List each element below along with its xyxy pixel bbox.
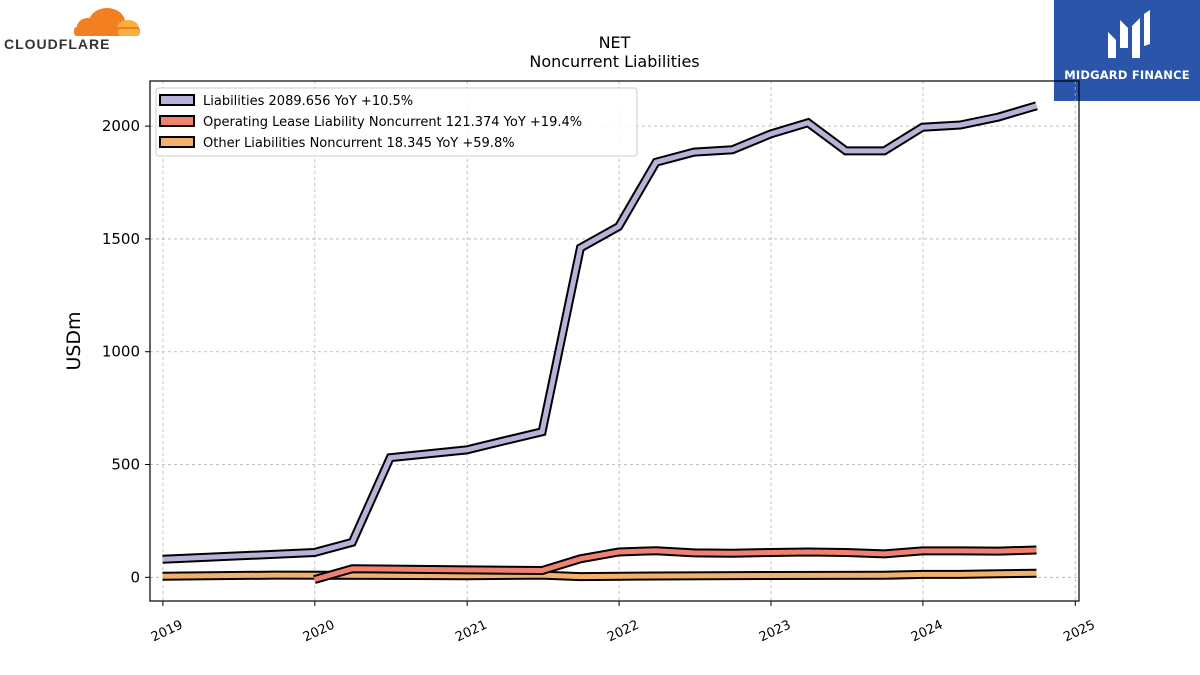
grid bbox=[150, 81, 1079, 601]
y-axis: 0 500 1000 1500 2000 bbox=[102, 117, 150, 586]
y-tick-label: 0 bbox=[130, 568, 140, 586]
legend-label: Operating Lease Liability Noncurrent 121… bbox=[203, 115, 582, 130]
y-tick-label: 500 bbox=[111, 456, 140, 474]
cloudflare-logo: CLOUDFLARE bbox=[4, 8, 140, 52]
chart-subtitle: Noncurrent Liabilities bbox=[529, 52, 699, 71]
y-axis-label: USDm bbox=[63, 311, 85, 370]
legend-swatch bbox=[159, 115, 195, 127]
x-tick-label: 2019 bbox=[149, 618, 185, 646]
legend-box bbox=[155, 87, 638, 157]
series-0 bbox=[162, 101, 1038, 564]
x-tick-label: 2025 bbox=[1061, 618, 1097, 646]
series-2 bbox=[162, 568, 1037, 582]
x-tick-label: 2024 bbox=[909, 618, 945, 646]
y-tick-label: 1000 bbox=[102, 343, 140, 361]
series-line bbox=[162, 570, 1037, 580]
series-line bbox=[313, 547, 1037, 583]
x-tick-label: 2021 bbox=[453, 618, 489, 646]
cloud-icon bbox=[74, 8, 140, 36]
x-tick-label: 2023 bbox=[757, 618, 793, 646]
series-line bbox=[162, 103, 1038, 562]
brand-name: CLOUDFLARE bbox=[4, 36, 110, 52]
plot-frame bbox=[149, 80, 1080, 602]
y-tick-label: 2000 bbox=[102, 117, 140, 135]
series-outline bbox=[162, 101, 1038, 564]
legend-label: Liabilities 2089.656 YoY +10.5% bbox=[203, 94, 413, 109]
y-tick-label: 1500 bbox=[102, 230, 140, 248]
legend-swatch bbox=[159, 94, 195, 106]
legend-label: Other Liabilities Noncurrent 18.345 YoY … bbox=[203, 136, 515, 151]
chart-title: NET bbox=[599, 33, 631, 52]
x-tick-label: 2020 bbox=[301, 618, 337, 646]
midgard-finance-logo: MIDGARD FINANCE bbox=[1054, 0, 1200, 101]
x-axis: 2019 2020 2021 2022 2023 2024 2025 bbox=[149, 601, 1098, 645]
legend-swatch bbox=[159, 136, 195, 148]
finance-name: MIDGARD FINANCE bbox=[1064, 68, 1190, 82]
midgard-emblem-icon bbox=[1108, 10, 1150, 58]
legend: Liabilities 2089.656 YoY +10.5% Operating… bbox=[155, 87, 638, 157]
series-lines bbox=[162, 101, 1038, 584]
series-1 bbox=[313, 545, 1037, 584]
x-tick-label: 2022 bbox=[605, 618, 641, 646]
